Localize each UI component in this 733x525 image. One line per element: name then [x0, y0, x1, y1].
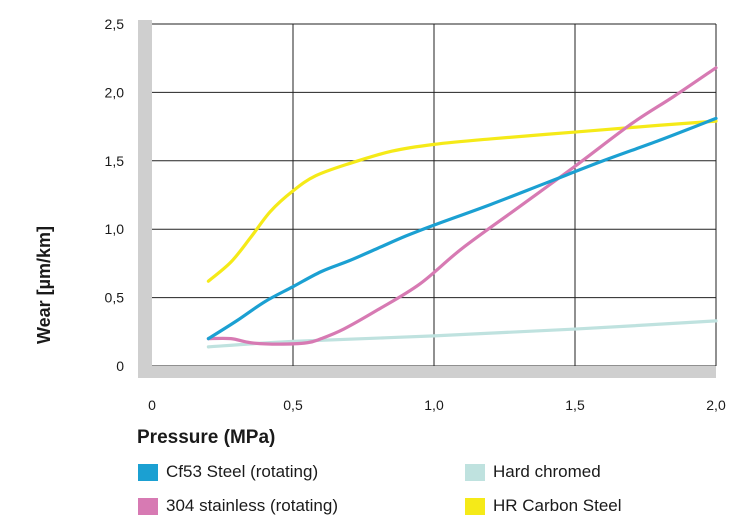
series-line-1 [206, 66, 718, 346]
series-line-0 [206, 116, 718, 341]
grid [152, 23, 717, 367]
x-tick-label: 0,5 [283, 397, 303, 413]
legend-swatch-cf53 [138, 463, 158, 481]
x-tick-label: 0 [148, 397, 156, 413]
legend-label-hr-carbon: HR Carbon Steel [493, 496, 622, 515]
y-tick-labels: 0 0,5 1,0 1,5 2,0 2,5 [105, 16, 125, 374]
legend-item-304-stainless: 304 stainless (rotating) [138, 496, 338, 516]
y-axis-label: Wear [µm/km] [34, 226, 54, 344]
legend-label-hard-chromed: Hard chromed [493, 462, 601, 481]
legend-swatch-hard-chromed [465, 463, 485, 481]
y-tick-label: 2,5 [105, 16, 125, 32]
y-tick-label: 0 [116, 358, 124, 374]
series-group [206, 66, 718, 349]
x-tick-label: 1,0 [424, 397, 444, 413]
x-tick-label: 1,5 [565, 397, 585, 413]
legend-item-cf53: Cf53 Steel (rotating) [138, 462, 318, 482]
y-tick-label: 1,0 [105, 221, 125, 237]
series-line-3 [206, 119, 718, 283]
legend-label-304-stainless: 304 stainless (rotating) [166, 496, 338, 515]
legend-swatch-hr-carbon [465, 497, 485, 515]
y-axis-bar [138, 20, 152, 378]
chart: 0 0,5 1,0 1,5 2,0 2,5 0 0,5 1,0 1,5 2,0 Wear [µm/… [34, 16, 726, 413]
y-tick-label: 1,5 [105, 153, 125, 169]
legend-label-cf53: Cf53 Steel (rotating) [166, 462, 319, 481]
legend-item-hard-chromed: Hard chromed [465, 462, 601, 482]
x-axis-label: Pressure (MPa) [137, 427, 276, 448]
legend-item-hr-carbon: HR Carbon Steel [465, 496, 622, 516]
x-tick-labels: 0 0,5 1,0 1,5 2,0 [148, 397, 726, 413]
legend: Cf53 Steel (rotating) Hard chromed 304 s… [138, 462, 698, 524]
x-tick-label: 2,0 [706, 397, 726, 413]
y-tick-label: 2,0 [105, 84, 125, 100]
legend-swatch-304-stainless [138, 497, 158, 515]
x-axis-bar [138, 366, 716, 378]
y-tick-label: 0,5 [105, 290, 125, 306]
